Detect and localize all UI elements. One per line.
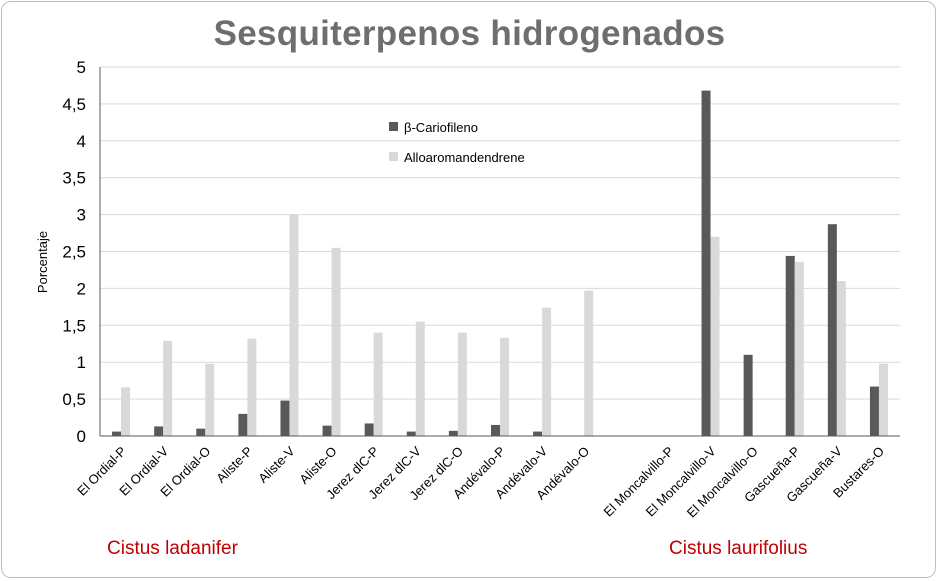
y-axis-label: Porcentaje	[35, 231, 50, 293]
bar-b-cariofileno	[364, 423, 374, 436]
bar-b-cariofileno	[827, 224, 837, 436]
y-tick-label: 1	[77, 353, 86, 372]
bar-alloaromandendrene	[205, 363, 215, 436]
bar-alloaromandendrene	[584, 290, 594, 436]
y-tick-label: 2	[77, 279, 86, 298]
bar-alloaromandendrene	[121, 387, 131, 436]
x-tick-label: El Moncalvillo-P	[601, 444, 677, 520]
bar-alloaromandendrene	[878, 363, 888, 436]
legend-label-b-cariofileno: β-Cariofileno	[404, 120, 478, 135]
bar-b-cariofileno	[869, 386, 879, 436]
group-label-cistus-ladanifer: Cistus ladanifer	[107, 538, 238, 559]
bar-alloaromandendrene	[794, 261, 804, 436]
bar-alloaromandendrene	[710, 236, 720, 436]
gridlines	[100, 66, 900, 400]
bar-b-cariofileno	[112, 431, 122, 436]
y-tick-label: 3,5	[62, 169, 86, 188]
y-tick-label: 4	[77, 132, 86, 151]
legend: β-Cariofileno Alloaromandendrene	[389, 120, 525, 165]
y-tick-label: 0,5	[62, 390, 86, 409]
y-tick-label: 0	[77, 427, 86, 446]
bar-alloaromandendrene	[500, 337, 509, 436]
bar-b-cariofileno	[785, 255, 795, 436]
x-tick-labels: El Ordial-PEl Ordial-VEl Ordial-O Aliste-…	[74, 443, 887, 520]
bar-b-cariofileno	[701, 90, 711, 436]
bar-b-cariofileno	[491, 424, 500, 436]
y-tick-label: 3	[77, 206, 86, 225]
bar-alloaromandendrene	[836, 281, 846, 436]
bar-b-cariofileno	[743, 354, 753, 436]
legend-label-alloaromandendrene: Alloaromandendrene	[404, 150, 525, 165]
bar-b-cariofileno	[533, 431, 543, 436]
bar-b-cariofileno	[322, 425, 332, 436]
legend-swatch-b-cariofileno	[389, 122, 398, 131]
bar-alloaromandendrene	[373, 332, 383, 436]
y-tick-label: 5	[77, 58, 86, 77]
axes	[99, 67, 900, 437]
bar-b-cariofileno	[154, 426, 164, 436]
bar-alloaromandendrene	[331, 247, 341, 436]
bar-alloaromandendrene	[247, 338, 257, 436]
bar-alloaromandendrene	[415, 321, 425, 436]
bar-b-cariofileno	[448, 430, 458, 436]
y-tick-label: 2,5	[62, 243, 86, 262]
y-tick-label: 4,5	[62, 95, 86, 114]
x-tick-label: Aliste-V	[255, 443, 298, 486]
x-tick-label: Aliste-P	[213, 444, 255, 486]
legend-swatch-alloaromandendrene	[389, 152, 398, 161]
bar-b-cariofileno	[196, 428, 206, 436]
bar-b-cariofileno	[238, 413, 248, 436]
chart-title: Sesquiterpenos hidrogenados	[213, 14, 726, 53]
bar-alloaromandendrene	[542, 307, 552, 436]
y-tick-labels: 0 0,5 1 1,5 2 2,5 3 3,5 4 4,5 5	[62, 58, 86, 446]
bar-alloaromandendrene	[289, 214, 299, 436]
group-label-cistus-laurifolius: Cistus laurifolius	[669, 538, 808, 559]
bar-alloaromandendrene	[163, 340, 173, 436]
bar-alloaromandendrene	[457, 332, 467, 436]
bar-b-cariofileno	[406, 431, 416, 436]
y-tick-label: 1,5	[62, 316, 86, 335]
bars	[112, 90, 888, 436]
bar-b-cariofileno	[280, 400, 290, 436]
